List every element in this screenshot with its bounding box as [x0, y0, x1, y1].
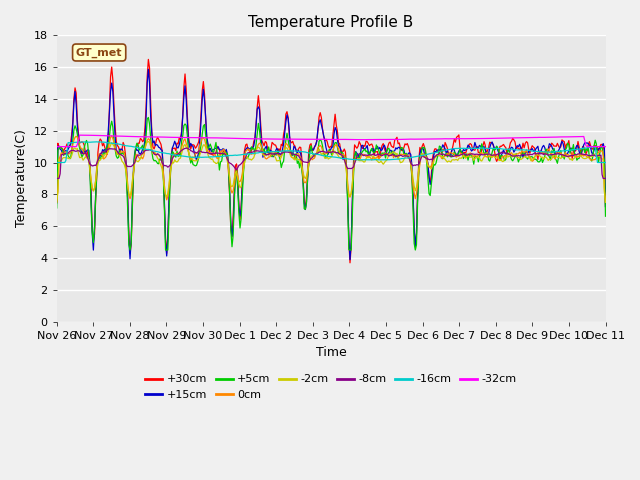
-2cm — [361, 159, 369, 165]
+30cm — [225, 170, 232, 176]
-32cm — [387, 137, 395, 143]
Line: +30cm: +30cm — [57, 60, 605, 263]
-2cm — [285, 149, 293, 155]
-16cm — [93, 139, 100, 144]
-8cm — [602, 176, 609, 181]
-16cm — [285, 148, 293, 154]
+30cm — [602, 204, 609, 209]
-16cm — [53, 160, 61, 166]
0cm — [53, 199, 61, 205]
+5cm — [388, 148, 396, 154]
-2cm — [225, 167, 232, 172]
-2cm — [602, 199, 609, 205]
Line: 0cm: 0cm — [57, 136, 605, 202]
-32cm — [602, 144, 609, 150]
-16cm — [225, 153, 232, 158]
-16cm — [458, 145, 465, 151]
-8cm — [458, 152, 465, 157]
0cm — [458, 151, 465, 156]
-32cm — [225, 135, 232, 141]
+5cm — [226, 192, 234, 198]
Legend: +30cm, +15cm, +5cm, 0cm, -2cm, -8cm, -16cm, -32cm: +30cm, +15cm, +5cm, 0cm, -2cm, -8cm, -16… — [141, 370, 521, 405]
+15cm — [346, 257, 354, 263]
0cm — [225, 164, 232, 170]
+5cm — [362, 149, 370, 155]
+15cm — [145, 66, 152, 72]
+30cm — [458, 150, 466, 156]
+15cm — [225, 161, 232, 167]
+15cm — [362, 145, 370, 151]
+15cm — [602, 204, 609, 210]
-32cm — [76, 132, 83, 138]
+5cm — [602, 213, 609, 219]
-2cm — [53, 199, 61, 205]
-32cm — [458, 136, 465, 142]
-2cm — [387, 151, 395, 157]
0cm — [387, 153, 395, 158]
+15cm — [458, 149, 466, 155]
0cm — [552, 152, 560, 157]
-32cm — [53, 144, 61, 150]
-16cm — [602, 160, 609, 166]
Line: -32cm: -32cm — [57, 135, 605, 147]
Line: +5cm: +5cm — [57, 118, 605, 250]
0cm — [108, 133, 116, 139]
+15cm — [285, 128, 293, 133]
-32cm — [552, 134, 560, 140]
-8cm — [53, 176, 61, 181]
Title: Temperature Profile B: Temperature Profile B — [248, 15, 413, 30]
-8cm — [552, 151, 560, 157]
+5cm — [53, 205, 61, 211]
Y-axis label: Temperature(C): Temperature(C) — [15, 130, 28, 228]
+30cm — [362, 138, 370, 144]
+15cm — [554, 150, 561, 156]
+5cm — [287, 149, 294, 155]
+5cm — [458, 150, 466, 156]
+30cm — [346, 260, 354, 266]
-16cm — [552, 148, 560, 154]
-2cm — [145, 139, 152, 144]
-16cm — [387, 156, 395, 162]
+5cm — [126, 247, 134, 253]
+30cm — [554, 141, 561, 146]
0cm — [285, 145, 293, 151]
Text: GT_met: GT_met — [76, 48, 122, 58]
+30cm — [53, 199, 61, 204]
+30cm — [145, 57, 152, 62]
-8cm — [361, 152, 369, 158]
+5cm — [554, 160, 561, 166]
-8cm — [225, 159, 232, 165]
-8cm — [285, 149, 293, 155]
+30cm — [388, 144, 396, 150]
-16cm — [361, 157, 369, 163]
-8cm — [387, 153, 395, 158]
-2cm — [552, 154, 560, 159]
+5cm — [145, 115, 152, 120]
-8cm — [184, 145, 191, 151]
-32cm — [285, 136, 293, 142]
-2cm — [458, 156, 465, 161]
Line: -8cm: -8cm — [57, 148, 605, 179]
Line: -2cm: -2cm — [57, 142, 605, 202]
Line: -16cm: -16cm — [57, 142, 605, 163]
X-axis label: Time: Time — [316, 346, 346, 359]
Line: +15cm: +15cm — [57, 69, 605, 260]
0cm — [361, 152, 369, 158]
+30cm — [285, 132, 293, 138]
0cm — [602, 199, 609, 205]
-32cm — [361, 137, 369, 143]
+15cm — [53, 200, 61, 206]
+15cm — [388, 150, 396, 156]
